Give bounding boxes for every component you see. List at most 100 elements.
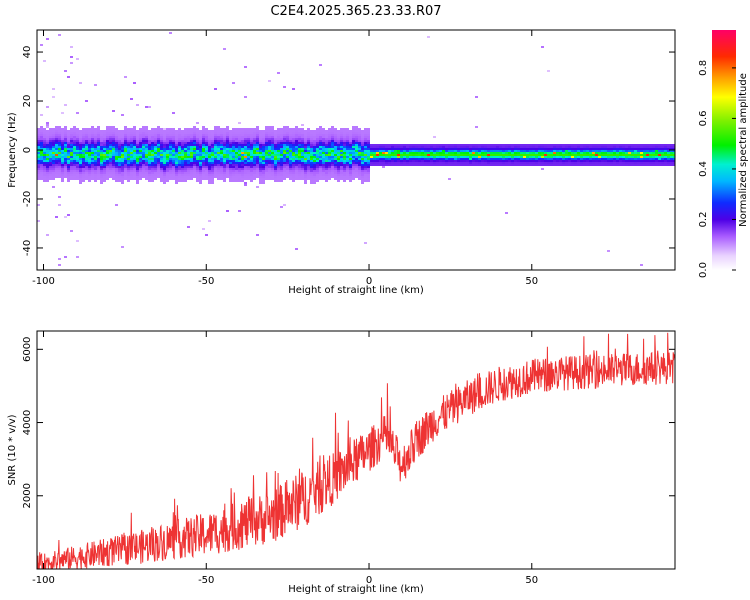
heatmap-cell bbox=[46, 180, 49, 182]
heatmap-cell bbox=[136, 168, 139, 170]
heatmap-cell bbox=[190, 162, 193, 164]
heatmap-cell bbox=[574, 154, 577, 156]
heatmap-cell bbox=[46, 158, 49, 160]
heatmap-cell bbox=[409, 156, 412, 158]
heatmap-cell bbox=[586, 164, 589, 166]
heatmap-cell bbox=[265, 136, 268, 138]
heatmap-cell bbox=[265, 146, 268, 148]
heatmap-cell bbox=[82, 180, 85, 182]
heatmap-cell bbox=[628, 154, 631, 156]
heatmap-cell bbox=[217, 158, 220, 160]
heatmap-cell bbox=[208, 164, 211, 166]
heatmap-cell bbox=[661, 164, 664, 166]
heatmap-cell bbox=[358, 168, 361, 170]
heatmap-cell bbox=[115, 150, 118, 152]
heatmap-cell bbox=[496, 156, 499, 158]
heatmap-cell bbox=[214, 144, 217, 146]
heatmap-cell bbox=[268, 138, 271, 140]
heatmap-cell bbox=[208, 156, 211, 158]
heatmap-cell bbox=[97, 152, 100, 154]
heatmap-cell bbox=[91, 140, 94, 142]
heatmap-cell bbox=[295, 176, 298, 178]
heatmap-cell bbox=[367, 156, 370, 158]
heatmap-cell bbox=[304, 138, 307, 140]
heatmap-cell bbox=[259, 134, 262, 136]
heatmap-cell bbox=[175, 148, 178, 150]
heatmap-cell bbox=[448, 150, 451, 152]
heatmap-cell bbox=[316, 164, 319, 166]
heatmap-cell bbox=[397, 160, 400, 162]
heatmap-cell bbox=[595, 158, 598, 160]
heatmap-cell bbox=[628, 156, 631, 158]
heatmap-cell bbox=[265, 158, 268, 160]
heatmap-cell bbox=[283, 166, 286, 168]
heatmap-cell bbox=[142, 148, 145, 150]
heatmap-cell bbox=[532, 152, 535, 154]
heatmap-cell bbox=[40, 44, 43, 46]
heatmap-cell bbox=[322, 154, 325, 156]
heatmap-cell bbox=[325, 132, 328, 134]
heatmap-cell bbox=[364, 170, 367, 172]
heatmap-cell bbox=[322, 176, 325, 178]
heatmap-cell bbox=[202, 136, 205, 138]
heatmap-cell bbox=[199, 180, 202, 182]
heatmap-cell bbox=[640, 158, 643, 160]
heatmap-cell bbox=[238, 154, 241, 156]
heatmap-cell bbox=[220, 132, 223, 134]
heatmap-cell bbox=[448, 158, 451, 160]
heatmap-cell bbox=[580, 162, 583, 164]
heatmap-cell bbox=[229, 160, 232, 162]
heatmap-cell bbox=[481, 146, 484, 148]
heatmap-cell bbox=[61, 146, 64, 148]
heatmap-cell bbox=[649, 152, 652, 154]
heatmap-cell bbox=[235, 170, 238, 172]
heatmap-cell bbox=[361, 152, 364, 154]
heatmap-cell bbox=[85, 152, 88, 154]
heatmap-cell bbox=[229, 156, 232, 158]
heatmap-cell bbox=[571, 156, 574, 158]
heatmap-cell bbox=[313, 148, 316, 150]
heatmap-cell bbox=[472, 148, 475, 150]
heatmap-cell bbox=[367, 174, 370, 176]
heatmap-cell bbox=[502, 146, 505, 148]
heatmap-cell bbox=[73, 148, 76, 150]
heatmap-cell bbox=[133, 166, 136, 168]
heatmap-cell bbox=[232, 128, 235, 130]
heatmap-cell bbox=[271, 140, 274, 142]
heatmap-cell bbox=[337, 146, 340, 148]
heatmap-cell bbox=[640, 156, 643, 158]
heatmap-cell bbox=[643, 156, 646, 158]
heatmap-cell bbox=[319, 144, 322, 146]
heatmap-cell bbox=[490, 144, 493, 146]
heatmap-cell bbox=[46, 130, 49, 132]
heatmap-cell bbox=[112, 138, 115, 140]
heatmap-cell bbox=[220, 166, 223, 168]
heatmap-cell bbox=[412, 148, 415, 150]
heatmap-cell bbox=[172, 170, 175, 172]
heatmap-cell bbox=[52, 154, 55, 156]
heatmap-cell bbox=[268, 156, 271, 158]
heatmap-cell bbox=[181, 152, 184, 154]
heatmap-cell bbox=[118, 148, 121, 150]
heatmap-cell bbox=[46, 166, 49, 168]
heatmap-cell bbox=[343, 132, 346, 134]
heatmap-cell bbox=[442, 160, 445, 162]
heatmap-cell bbox=[205, 170, 208, 172]
heatmap-cell bbox=[253, 172, 256, 174]
heatmap-cell bbox=[58, 138, 61, 140]
heatmap-cell bbox=[343, 160, 346, 162]
heatmap-cell bbox=[481, 156, 484, 158]
heatmap-cell bbox=[361, 180, 364, 182]
heatmap-cell bbox=[91, 142, 94, 144]
heatmap-cell bbox=[274, 162, 277, 164]
heatmap-cell bbox=[172, 166, 175, 168]
heatmap-cell bbox=[43, 164, 46, 166]
heatmap-cell bbox=[430, 144, 433, 146]
heatmap-cell bbox=[508, 148, 511, 150]
heatmap-cell bbox=[49, 128, 52, 130]
heatmap-cell bbox=[490, 152, 493, 154]
heatmap-cell bbox=[619, 152, 622, 154]
heatmap-cell bbox=[268, 178, 271, 180]
heatmap-cell bbox=[43, 132, 46, 134]
heatmap-cell bbox=[373, 160, 376, 162]
